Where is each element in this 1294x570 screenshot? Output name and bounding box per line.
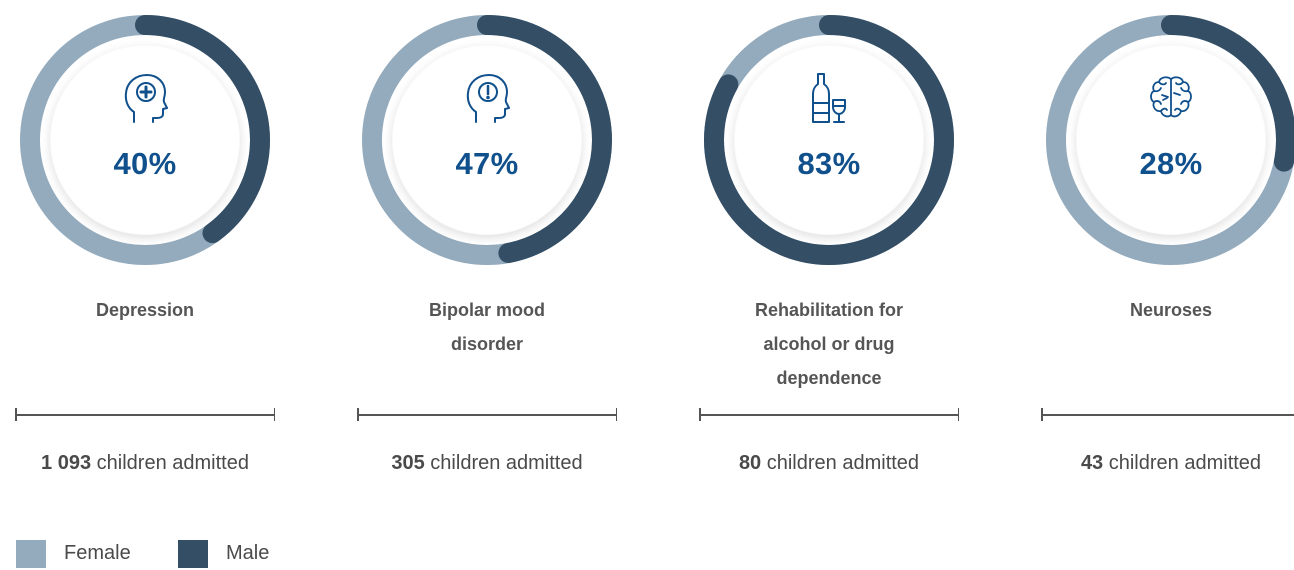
donut-card-depression: 40% Depression 1 093 children admitted [15, 0, 275, 490]
percent-value: 40% [113, 146, 177, 181]
legend-swatch-female [16, 540, 46, 568]
donut-center [1076, 45, 1266, 235]
legend-label-male: Male [226, 542, 270, 564]
donut-card-rehabilitation: 83% Rehabilitation for alcohol or drug dep… [699, 0, 959, 490]
admitted-count: 80 children admitted [699, 452, 959, 475]
divider-bracket [699, 408, 959, 422]
male-arc [20, 15, 270, 265]
donut-card-neuroses: 28% Neuroses 43 children admitted [1041, 0, 1294, 490]
category-label: Bipolar mood disorder [429, 300, 545, 354]
donut-ring [1046, 15, 1294, 265]
donut-chart: 40% [15, 10, 275, 270]
donut-chart: 47% [357, 10, 617, 270]
donut-chart: 28% [1041, 10, 1294, 270]
donut-center [734, 45, 924, 235]
divider-bracket [15, 408, 275, 422]
count-number: 80 [738, 452, 762, 474]
percent-value: 47% [455, 146, 519, 181]
male-arc [362, 15, 612, 265]
count-suffix: children admitted [1103, 452, 1262, 474]
donut-center [392, 45, 582, 235]
count-number: 305 [391, 452, 425, 474]
legend-swatch-male [178, 540, 208, 568]
donut-chart: 83% [699, 10, 959, 270]
divider-bracket [1041, 408, 1294, 422]
count-suffix: children admitted [91, 452, 249, 474]
divider-bracket [357, 408, 617, 422]
male-arc [704, 15, 954, 265]
category-label: Rehabilitation for alcohol or drug depende… [755, 300, 903, 388]
count-suffix: children admitted [761, 452, 920, 474]
brain-icon [1146, 70, 1196, 126]
percent-value: 83% [797, 146, 861, 181]
donut-ring [362, 15, 612, 265]
legend-label-female: Female [64, 542, 131, 564]
male-arc [1046, 15, 1294, 265]
donut-card-bipolar: 47% Bipolar mood disorder 305 children ad… [357, 0, 617, 490]
donut-ring [20, 15, 270, 265]
count-number: 43 [1080, 452, 1104, 474]
category-label: Neuroses [1129, 300, 1213, 320]
admitted-count: 1 093 children admitted [15, 452, 275, 475]
admitted-count: 305 children admitted [357, 452, 617, 475]
donut-center [50, 45, 240, 235]
head-medical-cross-icon [120, 70, 170, 126]
head-exclamation-icon [462, 70, 512, 126]
count-number: 1 093 [41, 452, 92, 474]
count-suffix: children admitted [424, 452, 583, 474]
bottle-and-glass-icon [804, 70, 854, 126]
percent-value: 28% [1139, 146, 1203, 181]
donut-ring [704, 15, 954, 265]
admitted-count: 43 children admitted [1041, 452, 1294, 475]
category-label: Depression [95, 300, 195, 320]
